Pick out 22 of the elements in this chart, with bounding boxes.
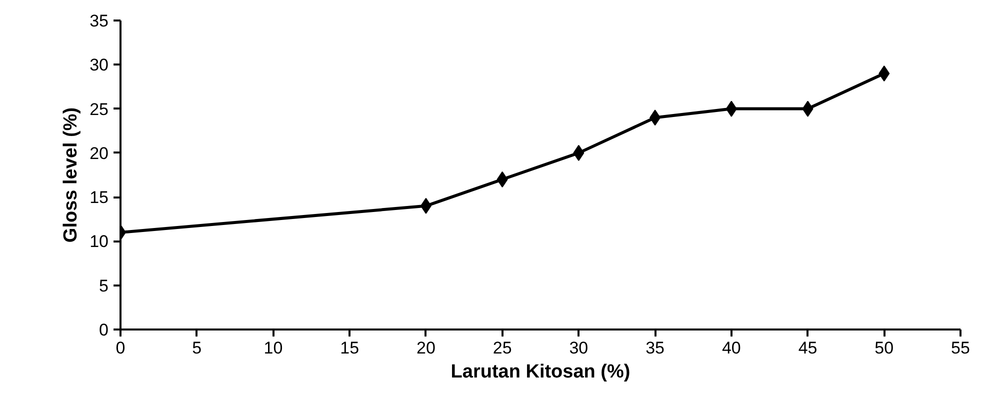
- y-tick-label: 0: [99, 320, 109, 340]
- x-tick-label: 50: [874, 338, 894, 358]
- x-tick-label: 35: [646, 338, 665, 358]
- x-tick-label: 55: [951, 338, 970, 358]
- y-tick-label: 10: [90, 232, 109, 252]
- x-tick-label: 0: [116, 338, 126, 358]
- y-tick-label: 35: [90, 12, 109, 30]
- y-tick-label: 5: [99, 276, 109, 296]
- y-tick-label: 25: [90, 100, 109, 119]
- x-axis-title: Larutan Kitosan (%): [450, 362, 630, 382]
- x-tick-label: 40: [722, 338, 741, 358]
- x-tick-label: 15: [340, 338, 360, 358]
- y-tick-label: 30: [90, 56, 109, 75]
- x-tick-label: 20: [416, 338, 436, 358]
- x-tick-label: 10: [264, 338, 283, 358]
- y-axis-title: Gloss level (%): [60, 107, 82, 243]
- x-tick-label: 5: [192, 338, 202, 358]
- x-tick-label: 30: [569, 338, 588, 358]
- x-tick-label: 25: [492, 338, 512, 358]
- x-tick-label: 45: [798, 338, 818, 358]
- y-tick-label: 20: [90, 144, 109, 163]
- y-tick-label: 15: [90, 188, 109, 208]
